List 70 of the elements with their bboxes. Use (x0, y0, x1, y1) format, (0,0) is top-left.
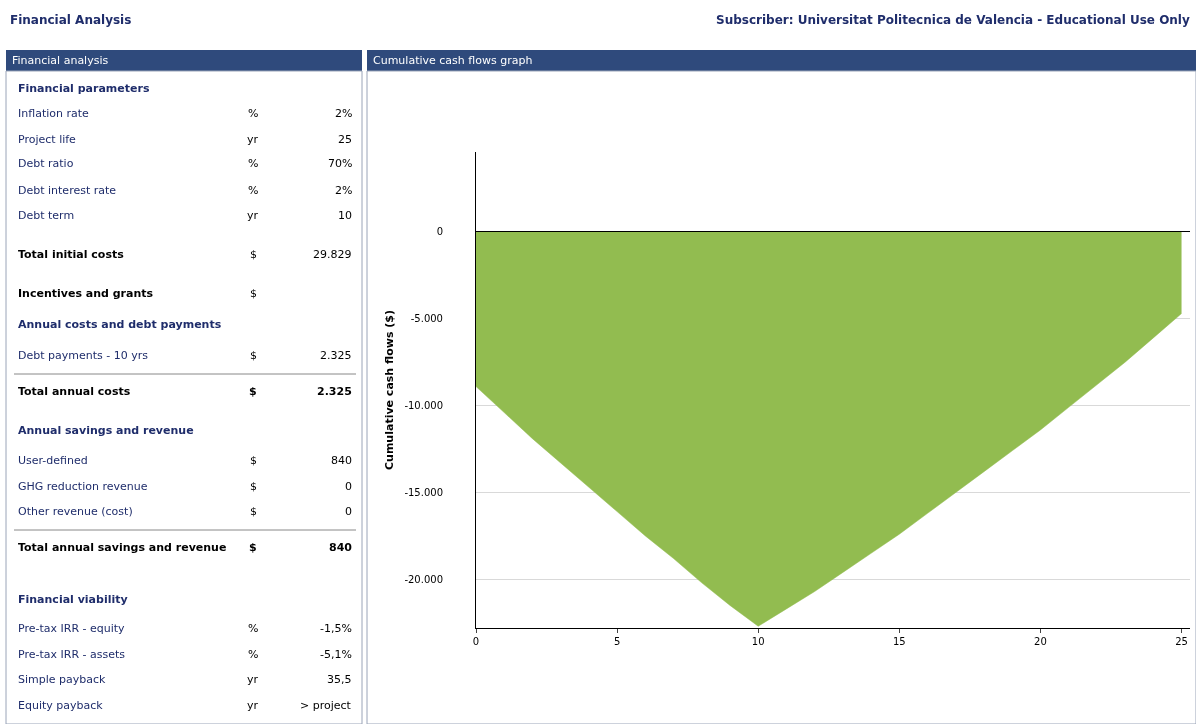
text: 2.325 (317, 385, 352, 398)
text: Subscriber: Universitat Politecnica de Valencia - Educational Use Only (716, 13, 1190, 27)
text: 0 (345, 480, 352, 493)
x-tick-label: 0 (472, 636, 480, 647)
text: 70% (328, 157, 353, 170)
text: 2% (335, 184, 353, 197)
text: $ (250, 480, 257, 493)
y-tick-label: -20.000 (404, 573, 443, 585)
y-tick-label: -15.000 (404, 487, 443, 498)
text: $ (249, 385, 257, 398)
text: 35,5 (327, 673, 352, 686)
y-axis-title: Cumulative cash flows ($) (383, 310, 397, 470)
text: $ (250, 505, 257, 518)
text: Other revenue (cost) (18, 505, 133, 518)
text: Financial parameters (18, 82, 150, 95)
text: Pre-tax IRR - assets (18, 648, 126, 661)
text: Total annual savings and revenue (18, 541, 227, 554)
text: Project life (18, 133, 76, 146)
text: % (248, 648, 259, 661)
x-tick-label: 10 (751, 636, 765, 647)
text: 10 (338, 209, 352, 222)
text: 29.829 (313, 248, 352, 261)
text: -5,1% (320, 648, 352, 661)
text: Debt payments - 10 yrs (18, 349, 148, 362)
text: Inflation rate (18, 107, 89, 120)
text: % (248, 107, 259, 120)
text: % (248, 157, 259, 170)
y-tick-label: -5.000 (410, 313, 443, 325)
text: $ (250, 287, 257, 300)
text: Debt interest rate (18, 184, 117, 197)
text: 25 (338, 133, 352, 146)
x-tick-label: 15 (892, 636, 906, 647)
text: % (248, 622, 259, 635)
text: GHG reduction revenue (18, 480, 148, 493)
text: Debt ratio (18, 157, 74, 170)
text: > project (300, 699, 351, 712)
text: 2.325 (320, 349, 352, 362)
text: $ (250, 454, 257, 467)
y-tick-label: -10.000 (404, 400, 443, 412)
x-tick-label: 5 (613, 636, 621, 647)
text: yr (247, 673, 259, 686)
text: $ (250, 349, 257, 362)
text: Financial Analysis (10, 13, 132, 27)
text: Annual costs and debt payments (18, 318, 222, 331)
text: User-defined (18, 454, 88, 467)
text: 840 (329, 541, 352, 554)
x-tick-label: 25 (1175, 636, 1188, 647)
text: Total initial costs (18, 248, 124, 261)
x-tick-label: 20 (1034, 636, 1047, 647)
text: Simple payback (18, 673, 106, 686)
chart-title: Cumulative cash flows graph (373, 54, 533, 67)
text: Pre-tax IRR - equity (18, 622, 125, 635)
text: Annual savings and revenue (18, 424, 194, 437)
text: yr (247, 133, 259, 146)
y-tick-label: 0 (436, 226, 443, 238)
text: 0 (345, 505, 352, 518)
text: Incentives and grants (18, 287, 154, 300)
text: yr (247, 699, 259, 712)
text: -1,5% (320, 622, 352, 635)
text: 2% (335, 107, 353, 120)
text: $ (249, 541, 257, 554)
text: Financial analysis (12, 54, 109, 67)
text: 840 (331, 454, 352, 467)
text: Equity payback (18, 699, 103, 712)
text: Debt term (18, 209, 75, 222)
text: Total annual costs (18, 385, 131, 398)
text: Financial viability (18, 593, 128, 606)
text: yr (247, 209, 259, 222)
text: % (248, 184, 259, 197)
text: $ (250, 248, 257, 261)
